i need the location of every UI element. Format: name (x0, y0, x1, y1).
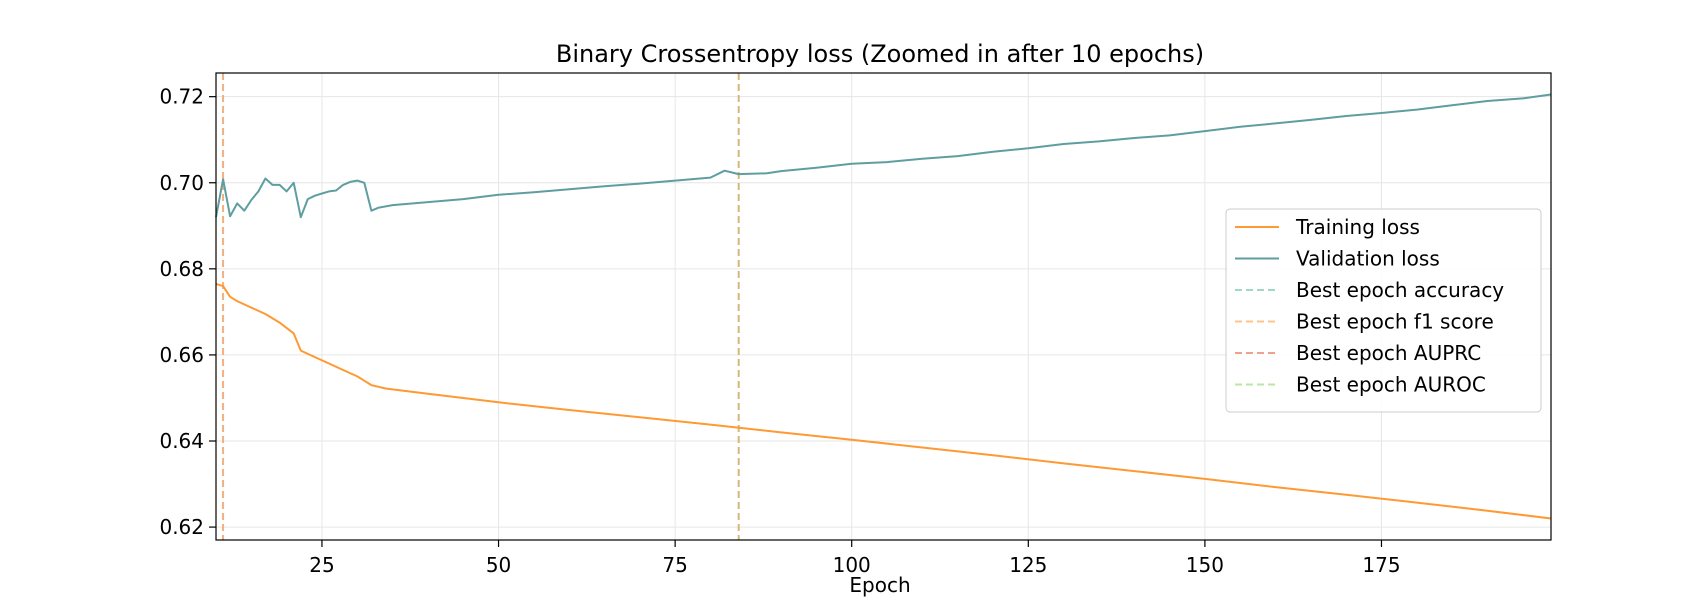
y-axis-ticks: 0.62 0.64 0.66 0.68 0.70 0.72 (159, 85, 216, 539)
y-tick-label: 0.68 (159, 257, 204, 281)
legend-label: Best epoch AUROC (1296, 373, 1486, 397)
y-tick-label: 0.72 (159, 85, 204, 109)
x-tick-label: 75 (662, 553, 687, 577)
legend-label: Best epoch AUPRC (1296, 341, 1481, 365)
y-tick-label: 0.64 (159, 429, 204, 453)
legend-label: Best epoch accuracy (1296, 278, 1504, 302)
x-tick-label: 50 (486, 553, 511, 577)
legend: Training loss Validation loss Best epoch a… (1225, 208, 1542, 413)
x-tick-label: 125 (1009, 553, 1047, 577)
legend-label: Training loss (1295, 215, 1420, 239)
y-tick-label: 0.70 (159, 171, 204, 195)
x-tick-label: 175 (1362, 553, 1400, 577)
validation-loss-line (215, 93, 1552, 219)
plot-frame (215, 72, 1552, 541)
x-tick-label: 25 (309, 553, 334, 577)
legend-frame (1225, 208, 1542, 413)
legend-label: Validation loss (1296, 247, 1440, 271)
legend-label: Best epoch f1 score (1296, 310, 1494, 334)
chart-title: Binary Crossentropy loss (Zoomed in afte… (556, 40, 1204, 68)
training-loss-line (215, 282, 1552, 520)
best-epoch-lines (222, 73, 740, 540)
x-tick-label: 150 (1186, 553, 1224, 577)
x-axis-ticks: 25 50 75 100 125 150 175 (309, 540, 1401, 577)
x-axis-label: Epoch (849, 573, 910, 597)
series-lines (215, 93, 1552, 520)
y-tick-label: 0.66 (159, 343, 204, 367)
y-tick-label: 0.62 (159, 515, 204, 539)
x-tick-label: 100 (833, 553, 871, 577)
